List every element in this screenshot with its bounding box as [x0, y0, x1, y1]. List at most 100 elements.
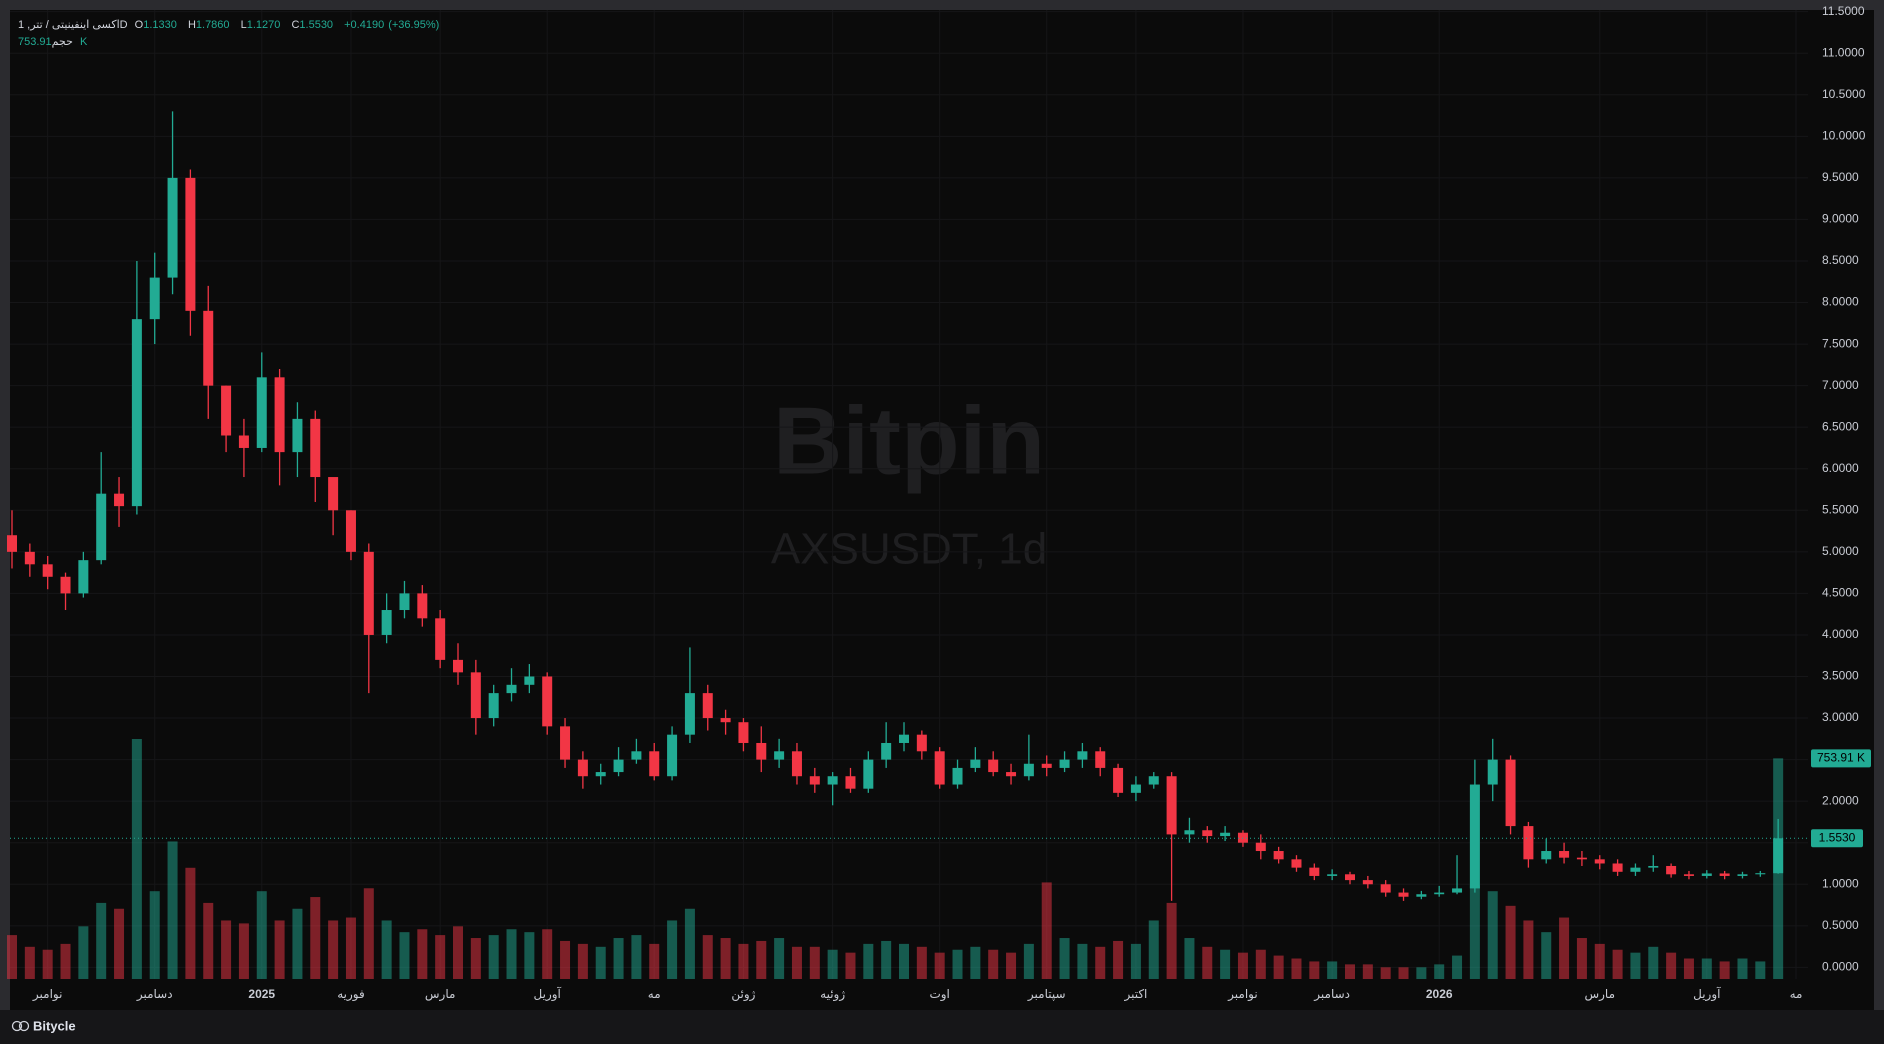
candle-body: [1755, 873, 1766, 875]
volume-bar: [328, 920, 339, 979]
candle-body: [1630, 867, 1641, 872]
field-name: L: [240, 19, 247, 31]
volume-bar: [1434, 964, 1445, 979]
volume-bar: [916, 946, 927, 979]
volume-bar: [1416, 967, 1427, 979]
candle-body: [24, 551, 35, 565]
x-tick-label: مه: [1790, 987, 1803, 1001]
volume-bar: [238, 923, 249, 979]
price-tag-label: 1.5530: [1819, 830, 1856, 844]
candle-body: [96, 493, 107, 561]
candle-body: [774, 751, 785, 760]
volume-bar: [453, 926, 463, 979]
candle-body: [1255, 842, 1266, 852]
volume-bar: [595, 946, 606, 979]
x-tick-label: آوریل: [534, 986, 562, 1002]
candle-body: [185, 177, 196, 311]
candle-body: [1166, 776, 1177, 835]
volume-bar: [203, 902, 214, 979]
volume-tag: [1811, 749, 1871, 768]
x-tick-label: 2025: [248, 987, 275, 1001]
volume-bar: [970, 946, 981, 979]
candle-body: [1594, 859, 1605, 864]
field-value: 1.5530: [299, 19, 334, 31]
volume-bar: [1755, 961, 1766, 979]
y-tick-label: 6.0000: [1822, 461, 1859, 475]
candle-body: [1345, 874, 1355, 881]
candle-body: [1362, 880, 1373, 885]
volume-bar: [649, 943, 660, 979]
candle-body: [1469, 784, 1480, 889]
candle-body: [1309, 867, 1320, 876]
candle-body: [1327, 874, 1338, 876]
x-tick-label: ژوئیه: [820, 987, 845, 1002]
candle-body: [916, 734, 927, 752]
candle-body: [1559, 851, 1570, 858]
volume-bar: [1612, 949, 1623, 979]
volume-bar: [274, 920, 285, 979]
y-tick-label: 8.0000: [1822, 295, 1859, 309]
volume-bar: [702, 935, 713, 979]
candle-body: [345, 510, 356, 552]
candle-body: [1006, 772, 1017, 777]
candle-body: [417, 593, 428, 619]
field-value: 1.7860: [195, 19, 230, 31]
x-tick-label: مه: [648, 987, 661, 1001]
candle-body: [524, 676, 535, 685]
candle-body: [899, 734, 909, 743]
candle-body: [1737, 874, 1748, 876]
y-tick-label: 2.0000: [1822, 793, 1859, 807]
candle-body: [292, 418, 303, 453]
candle-body: [577, 759, 588, 777]
x-tick-label: مارس: [425, 987, 456, 1002]
legend-header: اکسی اینفینیتی / تتر, 1D O1.1330 H1.7860…: [18, 17, 443, 51]
candle-body: [1237, 832, 1248, 843]
volume-bar: [1737, 958, 1748, 979]
volume-bar: [1166, 902, 1177, 979]
volume-bar: [417, 929, 428, 979]
volume-bar: [42, 949, 53, 979]
volume-bar: [1077, 943, 1088, 979]
volume-bar: [292, 908, 303, 979]
volume-bar: [934, 952, 945, 979]
y-tick-label: 11.5000: [1822, 4, 1865, 18]
volume-bar: [1452, 955, 1463, 979]
candle-body: [310, 418, 321, 478]
candle-body: [131, 319, 142, 507]
candle-body: [435, 618, 446, 660]
candle-body: [1683, 874, 1694, 876]
candle-body: [702, 693, 713, 719]
change: +0.4190: [344, 19, 385, 31]
volume-bar: [863, 943, 874, 979]
candle-body: [506, 684, 517, 694]
volume-bar: [131, 739, 142, 979]
candle-body: [1380, 884, 1391, 893]
volume-bar: [470, 938, 481, 979]
field-value: 1.1330: [143, 19, 177, 31]
price-tag: [1811, 829, 1863, 848]
x-tick-label: دسامبر: [1313, 987, 1350, 1002]
volume-bar: [1469, 885, 1480, 979]
volume-bar: [1523, 920, 1534, 979]
candle-body: [952, 767, 963, 785]
volume-bar: [1559, 917, 1570, 979]
y-tick-label: 5.0000: [1822, 544, 1859, 558]
volume-bar: [774, 938, 785, 979]
volume-bar: [1148, 920, 1159, 979]
candle-body: [1273, 851, 1284, 860]
volume-bar: [1006, 952, 1017, 979]
candle-body: [667, 734, 678, 777]
candle-body: [1095, 751, 1106, 768]
volume-bar: [667, 920, 678, 979]
volume-bar: [1345, 964, 1355, 979]
candle-body: [1148, 776, 1159, 785]
candle-body: [595, 772, 606, 777]
y-tick-label: 3.0000: [1822, 710, 1859, 724]
volume-bar: [256, 891, 267, 979]
volume-bar: [1291, 958, 1302, 979]
candle-body: [631, 751, 642, 760]
x-tick-label: اوت: [929, 987, 949, 1002]
volume-name: حجم: [51, 36, 73, 48]
x-tick-label: فوریه: [337, 987, 365, 1002]
